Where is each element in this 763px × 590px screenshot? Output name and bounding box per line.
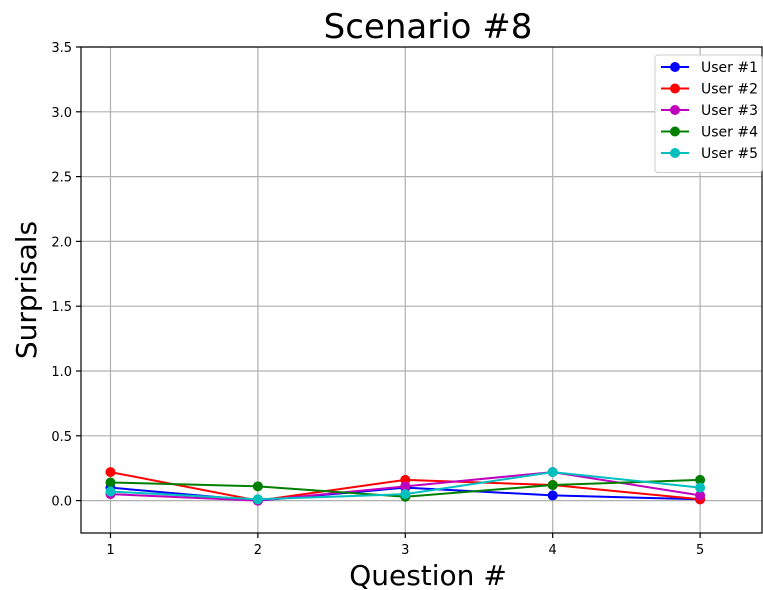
series-group <box>105 467 706 506</box>
y-tick-label: 2.5 <box>51 171 72 186</box>
data-point <box>695 474 706 485</box>
y-tick-label: 3.0 <box>51 106 72 121</box>
x-tick-label: 2 <box>254 543 262 558</box>
x-tick-label: 3 <box>401 543 409 558</box>
data-point <box>695 482 706 493</box>
x-axis-ticks: 1 2 3 4 5 <box>106 533 704 558</box>
y-axis-ticks: 0.0 0.5 1.0 1.5 2.0 2.5 3.0 3.5 <box>51 41 81 510</box>
legend-label: User #1 <box>701 60 758 76</box>
data-point <box>105 486 116 497</box>
legend-item: User #3 <box>661 103 758 119</box>
legend-item: User #2 <box>661 82 758 98</box>
legend-marker <box>670 83 680 94</box>
y-tick-label: 0.0 <box>51 495 72 510</box>
data-point <box>400 481 411 492</box>
legend-label: User #3 <box>701 103 758 119</box>
data-point <box>547 480 558 491</box>
legend-item: User #1 <box>661 60 758 76</box>
legend: User #1 User #2 User #3 User #4 User #5 <box>654 54 763 173</box>
data-point <box>105 477 116 488</box>
legend-marker <box>670 148 680 158</box>
legend-marker <box>670 62 680 72</box>
series-5 <box>105 467 706 505</box>
data-point <box>547 467 558 478</box>
data-point <box>252 481 263 492</box>
y-tick-label: 2.0 <box>51 235 72 250</box>
data-point <box>252 494 263 505</box>
x-axis-label: Question # <box>349 559 507 590</box>
data-point <box>105 467 116 478</box>
legend-item: User #4 <box>661 125 758 141</box>
data-point <box>695 490 706 501</box>
legend-marker <box>670 105 680 115</box>
y-axis-label: Surprisals <box>10 221 43 359</box>
x-tick-label: 5 <box>696 543 704 558</box>
y-tick-label: 1.0 <box>51 365 72 380</box>
legend-label: User #4 <box>701 125 758 141</box>
legend-box <box>654 54 763 173</box>
legend-label: User #2 <box>701 82 758 98</box>
y-tick-label: 1.5 <box>51 300 72 315</box>
data-point <box>400 489 411 500</box>
legend-marker <box>670 126 680 137</box>
legend-label: User #5 <box>701 146 758 162</box>
plot-frame <box>80 46 763 534</box>
x-tick-label: 1 <box>106 543 114 558</box>
data-point <box>547 490 558 501</box>
x-tick-label: 4 <box>549 543 557 558</box>
y-tick-label: 0.5 <box>51 430 72 445</box>
legend-item: User #5 <box>661 146 758 162</box>
chart-title: Scenario #8 <box>324 7 533 47</box>
y-tick-label: 3.5 <box>51 41 72 56</box>
